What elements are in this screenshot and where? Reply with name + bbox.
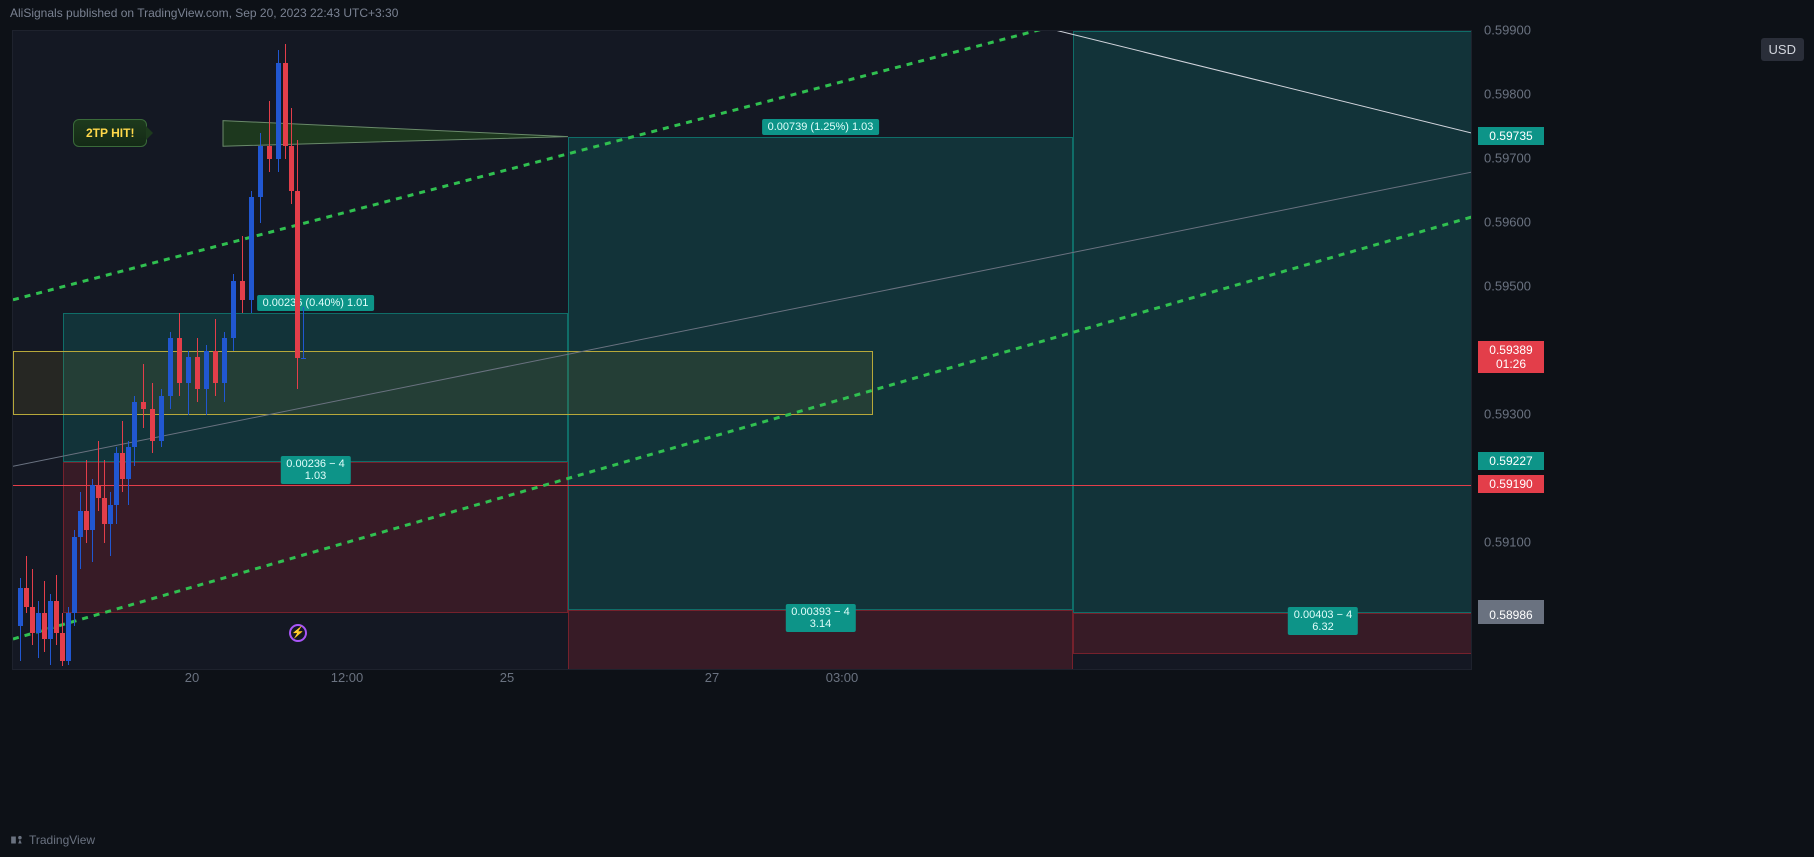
price-badge: 0.59227 [1478, 452, 1544, 470]
position-tp-zone [1073, 31, 1472, 613]
candle-body [283, 63, 288, 146]
candle-body [102, 498, 107, 524]
position-sl-label: 0.00236 − 4 1.03 [280, 456, 350, 484]
candle-wick [110, 492, 111, 556]
candle-body [18, 588, 23, 626]
candle-body [213, 351, 218, 383]
candle-body [258, 146, 263, 197]
tv-icon [10, 833, 24, 847]
candle-body [222, 338, 227, 383]
candle-wick [303, 307, 304, 358]
candle-body [150, 409, 155, 441]
candle-body [54, 601, 59, 633]
candle-body [177, 338, 182, 383]
candle-body [84, 511, 89, 530]
event-icon[interactable]: ⚡ [289, 624, 307, 642]
x-tick: 20 [185, 670, 199, 685]
candle-body [48, 601, 53, 639]
candle-body [231, 281, 236, 339]
candle-body [36, 613, 41, 632]
y-tick: 0.59100 [1484, 535, 1531, 550]
candle-body [204, 351, 209, 389]
x-tick: 12:00 [331, 670, 364, 685]
currency-badge: USD [1761, 38, 1804, 61]
candle-body [186, 357, 191, 383]
x-tick: 25 [500, 670, 514, 685]
candle-body [195, 357, 200, 389]
candle-body [120, 453, 125, 479]
position-tp-label: 0.00739 (1.25%) 1.03 [762, 119, 880, 135]
horizontal-line [13, 485, 1471, 486]
tradingview-logo: TradingView [10, 833, 95, 847]
y-tick: 0.59800 [1484, 87, 1531, 102]
candle-body [96, 485, 101, 498]
price-badge: 0.58986 [1478, 606, 1544, 624]
candle-wick [86, 460, 87, 543]
publish-header: AliSignals published on TradingView.com,… [10, 6, 398, 20]
position-tp-label: 0.00236 (0.40%) 1.01 [257, 295, 375, 311]
price-chart[interactable]: 0.00236 (0.40%) 1.01 0.00236 − 4 1.03 0.00… [12, 30, 1472, 670]
candle-body [132, 402, 137, 447]
candle-body [30, 607, 35, 633]
candle-wick [98, 441, 99, 511]
callout-label: 2TP HIT! [73, 119, 147, 147]
y-tick: 0.59500 [1484, 279, 1531, 294]
candle-body [159, 396, 164, 441]
price-badge: 0.59190 [1478, 475, 1544, 493]
candle-body [90, 485, 95, 530]
price-badge: 0.59389 01:26 [1478, 341, 1544, 373]
candle-body [301, 358, 306, 359]
y-tick: 0.59300 [1484, 407, 1531, 422]
candle-wick [269, 101, 270, 171]
position-sl-zone [63, 462, 568, 613]
candle-body [249, 197, 254, 299]
candle-body [141, 402, 146, 408]
candle-body [267, 146, 272, 159]
x-tick: 27 [705, 670, 719, 685]
candle-body [126, 447, 131, 479]
x-tick: 03:00 [826, 670, 859, 685]
y-tick: 0.59700 [1484, 151, 1531, 166]
candle-body [60, 633, 65, 662]
candle-body [289, 146, 294, 191]
candle-body [295, 191, 300, 358]
position-sl-zone [1073, 613, 1472, 654]
y-axis: 0.599000.598000.597350.597000.596000.595… [1478, 30, 1548, 670]
position-sl-label: 0.00403 − 4 6.32 [1288, 607, 1358, 635]
y-tick: 0.59900 [1484, 23, 1531, 38]
tv-text: TradingView [29, 833, 95, 847]
candle-wick [242, 236, 243, 313]
candle-body [42, 613, 47, 639]
candle-body [108, 505, 113, 524]
candle-body [24, 588, 29, 607]
candle-body [168, 338, 173, 396]
candle-body [78, 511, 83, 537]
candle-wick [143, 364, 144, 428]
price-badge: 0.59735 [1478, 127, 1544, 145]
x-axis: 20 12:00 25 27 03:00 [12, 670, 1472, 698]
candle-body [276, 63, 281, 159]
candle-body [66, 613, 71, 661]
candle-body [114, 453, 119, 504]
candle-body [72, 537, 77, 614]
y-tick: 0.59600 [1484, 215, 1531, 230]
position-sl-label: 0.00393 − 4 3.14 [785, 604, 855, 632]
candle-body [240, 281, 245, 300]
